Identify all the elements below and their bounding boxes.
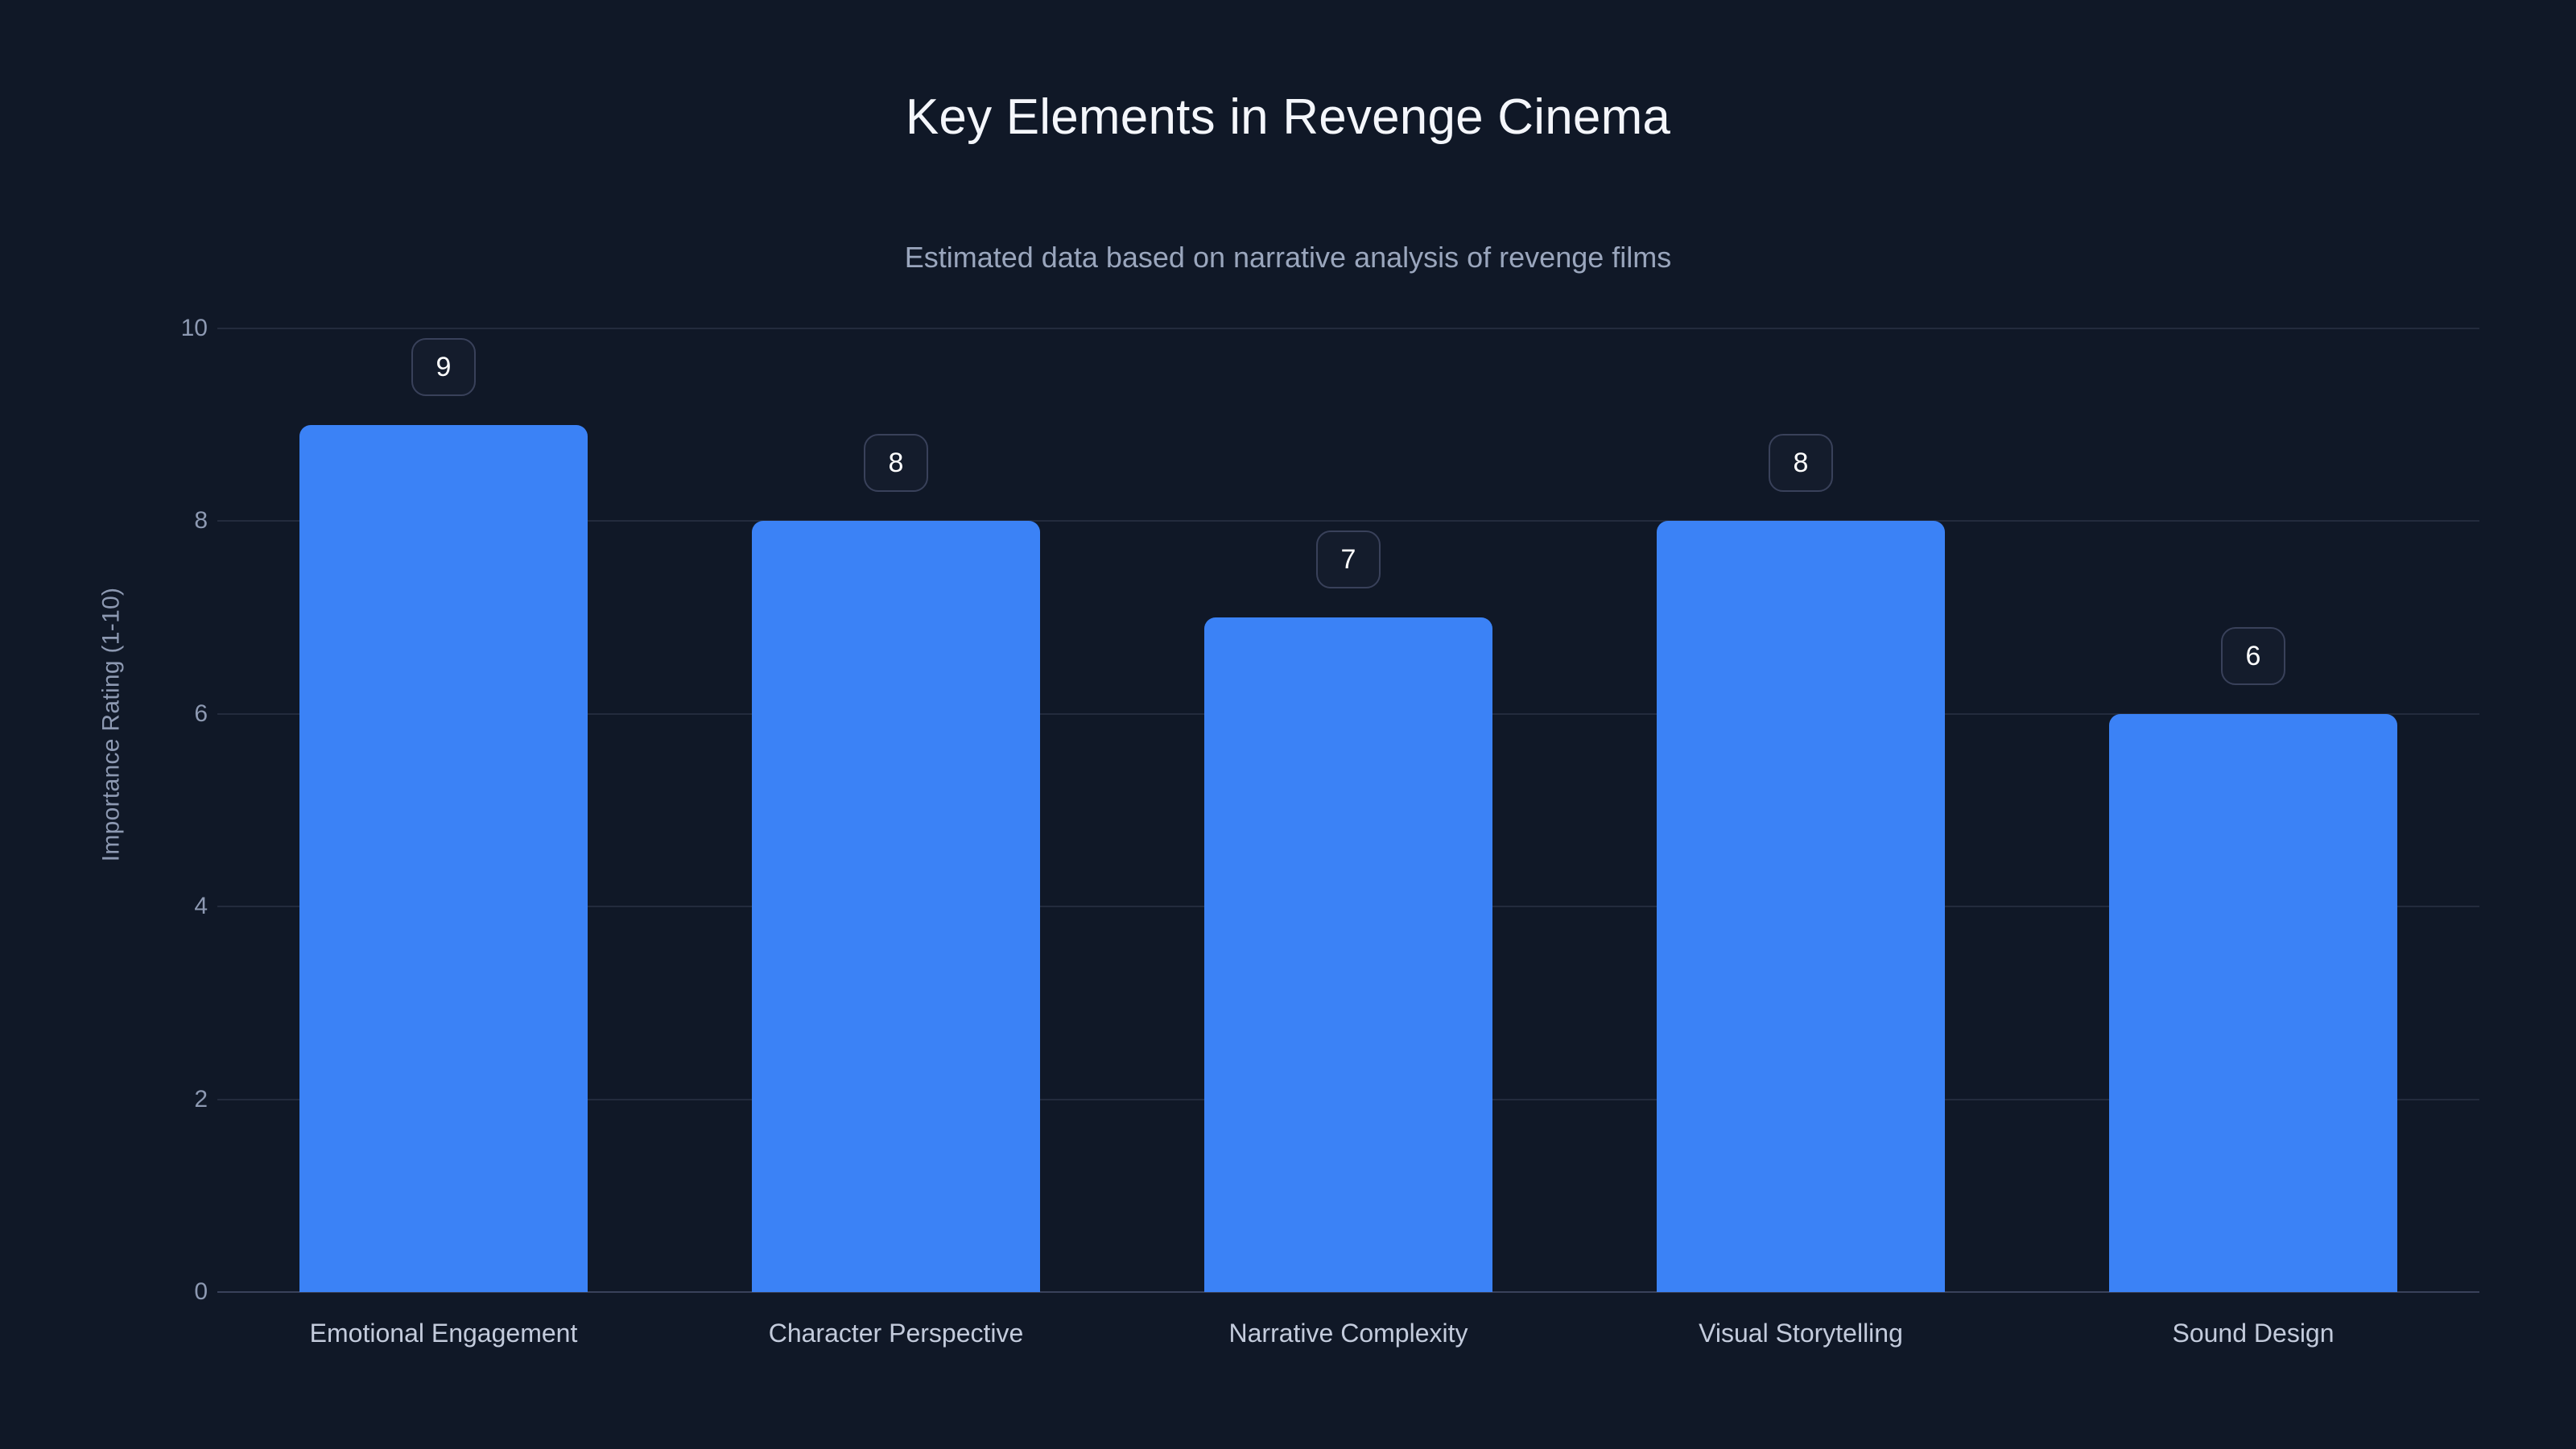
gridline-10 bbox=[217, 328, 2479, 329]
bar[interactable] bbox=[299, 424, 588, 1292]
bar-value-badge: 7 bbox=[1316, 530, 1381, 589]
bar[interactable] bbox=[2109, 713, 2397, 1292]
bar-group: 9 Emotional Engagement bbox=[217, 328, 670, 1346]
x-tick-label: Sound Design bbox=[2172, 1319, 2334, 1348]
y-tick-label: 4 bbox=[194, 893, 208, 920]
plot-area: 10 8 6 4 2 0 9 Emotional Engagement 8 Character … bbox=[181, 316, 2479, 1346]
bar[interactable] bbox=[1657, 521, 1945, 1292]
y-axis-title-label: Importance Rating (1-10) bbox=[97, 587, 124, 862]
bar-value-badge: 6 bbox=[2221, 626, 2285, 685]
bar-group: 8 Visual Storytelling bbox=[1575, 328, 2027, 1346]
bar-value-badge: 9 bbox=[411, 337, 476, 396]
y-axis-title: Importance Rating (1-10) bbox=[95, 0, 127, 1449]
bar-value-badge: 8 bbox=[864, 434, 928, 493]
bar-group: 7 Narrative Complexity bbox=[1122, 328, 1575, 1346]
x-tick-label: Character Perspective bbox=[768, 1319, 1024, 1348]
bar-value-badge: 8 bbox=[1769, 434, 1833, 493]
y-tick-label: 6 bbox=[194, 700, 208, 727]
bar[interactable] bbox=[752, 521, 1040, 1292]
bar-group: 8 Character Perspective bbox=[670, 328, 1122, 1346]
y-tick-label: 0 bbox=[194, 1278, 208, 1305]
y-tick-label: 8 bbox=[194, 507, 208, 535]
chart-subtitle: Estimated data based on narrative analys… bbox=[904, 241, 1672, 274]
chart-title: Key Elements in Revenge Cinema bbox=[905, 89, 1671, 145]
x-tick-label: Emotional Engagement bbox=[309, 1319, 578, 1348]
y-tick-label: 10 bbox=[180, 315, 208, 341]
bar-group: 6 Sound Design bbox=[2027, 328, 2479, 1346]
x-tick-label: Visual Storytelling bbox=[1699, 1319, 1903, 1348]
x-tick-label: Narrative Complexity bbox=[1228, 1319, 1468, 1348]
bar[interactable] bbox=[1204, 617, 1492, 1292]
gridline-8 bbox=[217, 520, 2479, 522]
y-tick-label: 2 bbox=[194, 1085, 208, 1113]
gridline-0 bbox=[217, 1291, 2479, 1293]
